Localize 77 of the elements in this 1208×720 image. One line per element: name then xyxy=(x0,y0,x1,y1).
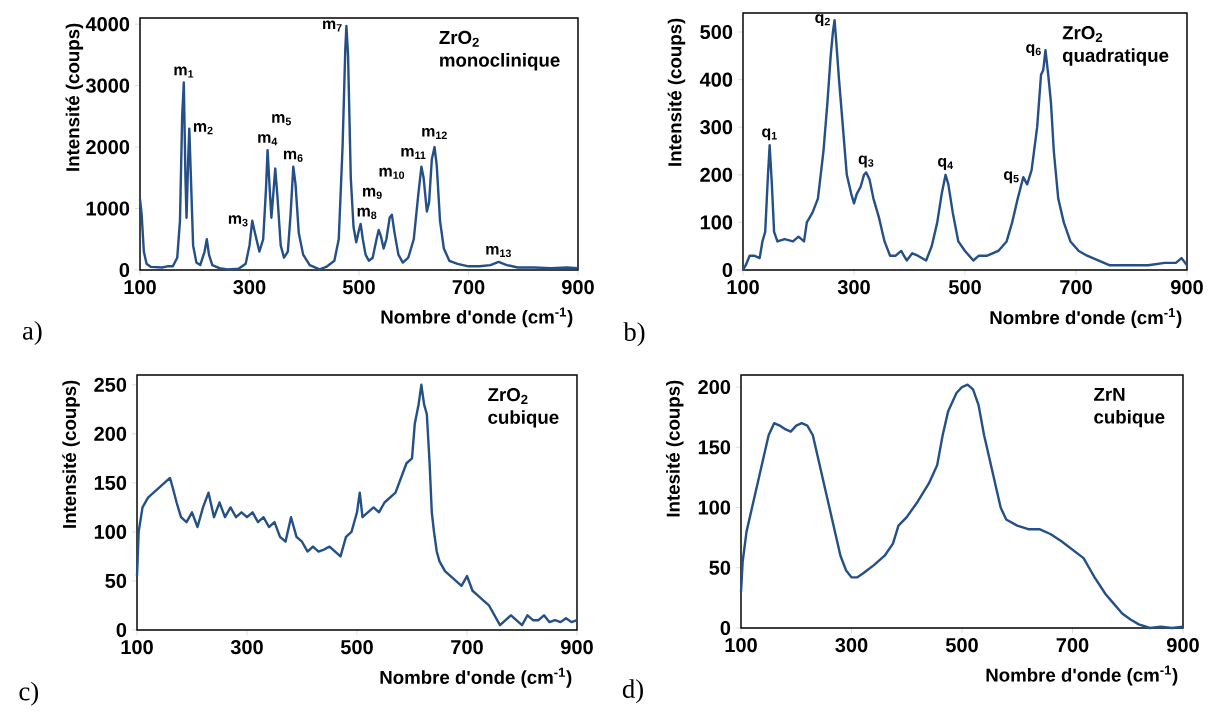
annotation: m$_{7}$ xyxy=(323,20,342,32)
text: ZrO$_{2}$ xyxy=(488,387,528,404)
y-tick-label: 1000 xyxy=(86,201,130,216)
x-tick-label: 900 xyxy=(562,280,594,295)
annotation: q$_{1}$ xyxy=(762,128,777,141)
x-tick-label: 700 xyxy=(1056,638,1089,653)
x-tick-label: 700 xyxy=(452,280,485,295)
y-tick-label: 0 xyxy=(116,622,127,638)
y-tick-label: 0 xyxy=(722,262,733,278)
x-tick-label: 500 xyxy=(340,640,373,655)
text: b) xyxy=(623,322,645,347)
x-axis-title: Nombre d'onde (cm$^{-1}$) xyxy=(986,665,1178,686)
annotation: m$_{1}$ xyxy=(174,66,194,78)
annotation: q$_{4}$ xyxy=(938,157,954,170)
y-tick-label: 250 xyxy=(94,377,127,392)
y-tick-label: 150 xyxy=(698,440,731,455)
x-tick-label: 900 xyxy=(1167,638,1199,653)
y-tick-label: 0 xyxy=(720,620,731,636)
y-tick-label: 200 xyxy=(94,426,127,441)
x-tick-label: 500 xyxy=(948,280,981,295)
y-tick-label: 50 xyxy=(709,560,731,575)
y-tick-label: 0 xyxy=(119,262,130,278)
annotation: m$_{11}$ xyxy=(401,147,426,159)
y-tick-label: 50 xyxy=(105,573,127,589)
x-tick-label: 500 xyxy=(945,638,978,653)
y-tick-label: 100 xyxy=(94,524,127,539)
text: cubique xyxy=(1094,409,1165,428)
text: c) xyxy=(19,681,39,706)
text: ZrO$_{2}$ xyxy=(439,30,479,47)
y-tick-label: 400 xyxy=(699,72,733,87)
text: ZrN xyxy=(1094,387,1125,401)
x-tick-label: 300 xyxy=(837,280,870,295)
annotation: m$_{5}$ xyxy=(272,114,292,126)
y-axis-title: Intensité (coups) xyxy=(667,18,686,166)
y-axis-title: Intesité (coups) xyxy=(665,380,684,517)
x-axis-title: Nombre d'onde (cm$^{-1}$) xyxy=(990,308,1182,328)
y-axis-title: Intensité (coups) xyxy=(62,380,80,528)
text: d) xyxy=(622,679,643,704)
annotation: m$_{3}$ xyxy=(228,215,248,227)
y-tick-label: 200 xyxy=(700,167,733,182)
y-tick-label: 4000 xyxy=(85,17,130,32)
annotation: m$_{9}$ xyxy=(363,187,382,199)
annotation: m$_{8}$ xyxy=(357,207,377,219)
annotation: q$_{3}$ xyxy=(858,155,874,168)
x-tick-label: 700 xyxy=(1060,280,1092,295)
annotation: m$_{4}$ xyxy=(258,134,278,146)
annotation: m$_{2}$ xyxy=(193,123,213,135)
x-tick-label: 300 xyxy=(233,280,266,295)
x-tick-label: 900 xyxy=(561,640,593,655)
y-tick-label: 100 xyxy=(698,500,731,515)
x-tick-label: 900 xyxy=(1171,280,1203,295)
x-axis-title: Nombre d'onde (cm$^{-1}$) xyxy=(380,667,572,688)
y-tick-label: 2000 xyxy=(86,139,130,155)
x-tick-label: 300 xyxy=(230,640,263,655)
y-axis-title: Intensité (coups) xyxy=(65,23,84,171)
y-tick-label: 3000 xyxy=(85,78,130,93)
annotation: q$_{6}$ xyxy=(1026,44,1041,57)
x-tick-label: 500 xyxy=(342,280,375,295)
y-tick-label: 150 xyxy=(94,475,127,490)
text: cubique xyxy=(488,410,559,428)
x-axis-title: Nombre d'onde (cm$^{-1}$) xyxy=(381,307,573,328)
x-tick-label: 300 xyxy=(835,638,868,653)
annotation: m$_{6}$ xyxy=(283,150,303,162)
x-tick-label: 700 xyxy=(451,640,483,655)
text: ZrO$_{2}$ xyxy=(1062,26,1103,43)
y-tick-label: 100 xyxy=(700,215,733,230)
annotation: m$_{12}$ xyxy=(422,127,447,139)
text: monoclinique xyxy=(440,53,560,71)
annotation: q$_{2}$ xyxy=(815,14,830,27)
text: quadratique xyxy=(1062,48,1169,66)
text: a) xyxy=(22,320,42,346)
annotation: m$_{10}$ xyxy=(379,167,405,179)
annotation: m$_{13}$ xyxy=(486,245,511,258)
y-tick-label: 500 xyxy=(700,24,733,40)
y-tick-label: 200 xyxy=(698,379,731,395)
annotation: q$_{5}$ xyxy=(1003,171,1019,184)
y-tick-label: 300 xyxy=(700,120,733,135)
